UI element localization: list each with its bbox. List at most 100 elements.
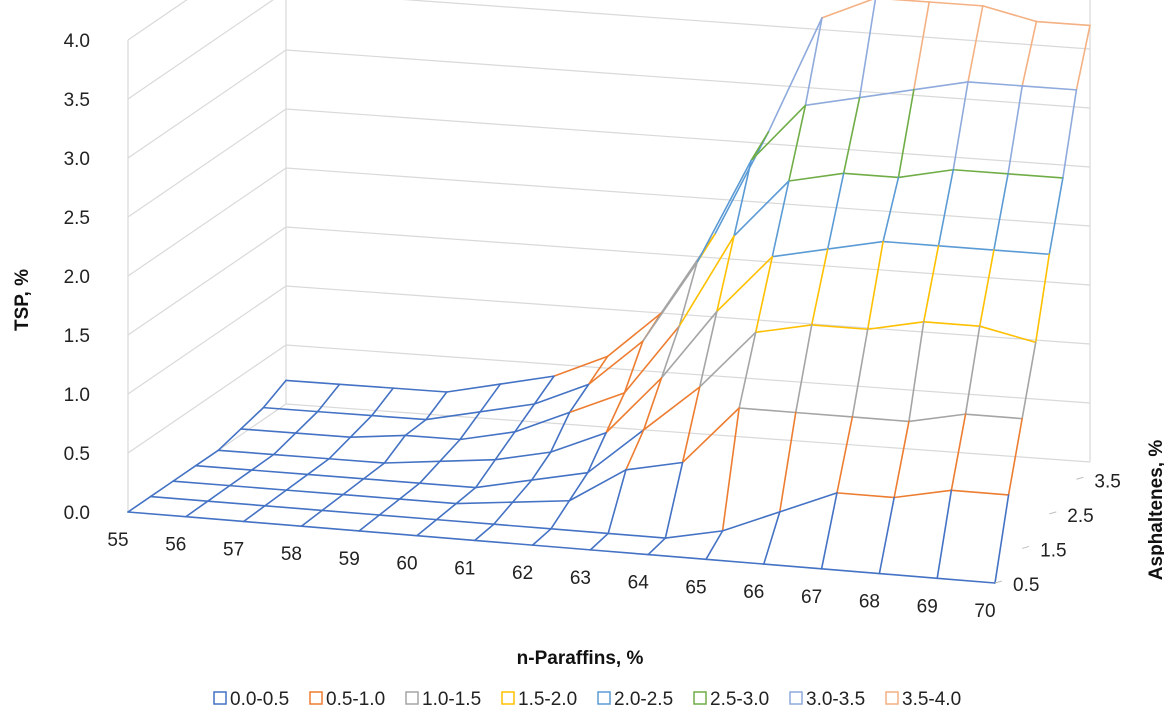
surface-segment <box>378 498 401 516</box>
surface-segment <box>294 410 319 434</box>
z-gridline <box>127 0 188 41</box>
z-gridline <box>127 49 1091 159</box>
surface-segment <box>878 572 939 580</box>
surface-segment <box>362 477 421 484</box>
surface-segment <box>866 321 925 331</box>
z-gridlines <box>127 0 1091 513</box>
legend-swatch <box>789 691 803 705</box>
chart-walls <box>127 0 1091 512</box>
surface-segment <box>1062 89 1078 179</box>
legend-swatch <box>405 691 419 705</box>
surface-segment <box>418 482 477 489</box>
surface-segment <box>479 403 536 413</box>
surface-segment <box>738 331 757 409</box>
surface-segment <box>228 484 288 491</box>
surface-segment <box>842 172 900 179</box>
surface-segment <box>623 340 644 394</box>
surface-segment <box>771 248 829 258</box>
z-gridline <box>127 226 1091 336</box>
surface-segment <box>937 244 995 251</box>
surface-segment <box>342 477 365 496</box>
surface-segment <box>778 492 838 513</box>
surface-segment <box>625 461 684 471</box>
surface-segment <box>455 486 477 505</box>
surface-segment <box>217 428 242 452</box>
surface-segment <box>194 464 253 471</box>
surface-segment <box>705 530 724 561</box>
x-tick-label: 55 <box>107 530 128 551</box>
surface-segment <box>285 473 309 491</box>
surface-segment <box>127 495 152 513</box>
surface-segment <box>804 96 861 107</box>
z-gridline <box>127 285 1091 395</box>
surface-segment <box>858 88 915 99</box>
surface-segment <box>738 407 797 414</box>
surface-segment <box>185 500 209 518</box>
surface-segment <box>553 355 609 377</box>
surface-segment <box>262 379 287 409</box>
surface-segment <box>338 383 395 389</box>
surface-segment <box>605 377 663 434</box>
surface-segment <box>810 324 869 331</box>
y-tick-label: 3.5 <box>1094 471 1120 492</box>
surface-segment <box>492 523 552 530</box>
surface-segment <box>242 504 266 523</box>
surface-segment <box>890 0 931 3</box>
surface-segment <box>306 473 365 480</box>
surface-segment <box>272 453 330 460</box>
surface-segment <box>950 489 1010 496</box>
surface-segment <box>473 539 534 546</box>
surface-segment <box>418 460 441 484</box>
legend-label: 3.5-4.0 <box>902 689 961 710</box>
surface-segment <box>922 244 940 323</box>
legend-label: 2.0-2.5 <box>614 689 673 710</box>
z-tick-label: 1.0 <box>64 385 90 406</box>
surface-segment <box>762 511 781 565</box>
y-tick-mark <box>1022 545 1030 549</box>
surface-segment <box>851 416 910 423</box>
surface-segment <box>494 451 552 461</box>
surface-segment <box>605 392 626 434</box>
surface-segment <box>300 509 323 528</box>
surface-segment <box>349 434 407 438</box>
surface-segment <box>716 255 774 313</box>
surface-segment <box>262 406 319 413</box>
legend-label: 1.0-1.5 <box>422 689 481 710</box>
z-gridline <box>127 344 1091 454</box>
surface-segment <box>206 500 266 507</box>
surface-segment <box>371 414 427 421</box>
surface-segment <box>660 310 718 379</box>
surface-segment <box>533 383 590 405</box>
surface-segment <box>978 249 995 327</box>
surface-segment <box>642 261 698 342</box>
surface-segment <box>826 240 884 250</box>
legend-label: 1.5-2.0 <box>518 689 577 710</box>
surface-segment <box>358 514 381 532</box>
surface-segment <box>826 172 845 250</box>
surface-segment <box>858 0 877 99</box>
surface-segment <box>264 489 288 507</box>
z-gridline <box>127 0 1091 100</box>
surface-segment <box>967 81 1024 87</box>
surface-segment <box>762 563 823 570</box>
surface-segment <box>242 520 303 528</box>
y-tick-mark <box>1076 476 1084 480</box>
surface-segment <box>606 312 663 358</box>
surface-segment <box>660 325 681 379</box>
surface-segment <box>172 480 231 487</box>
legend-swatch <box>501 691 515 705</box>
surface-segment <box>328 457 386 464</box>
surface-segment <box>698 310 718 388</box>
surface-segment <box>696 159 753 264</box>
surface-segment <box>550 499 571 530</box>
surface-segment <box>1007 85 1024 175</box>
surface-segment <box>398 482 421 500</box>
surface-segment <box>778 411 797 513</box>
legend-label: 0.0-0.5 <box>230 689 289 710</box>
surface-segment <box>913 81 969 91</box>
surface-segment <box>435 502 457 521</box>
surface-segment <box>499 375 555 385</box>
surface-segment <box>492 501 514 526</box>
x-tick-label: 69 <box>917 596 938 617</box>
surface-segment <box>788 172 845 182</box>
